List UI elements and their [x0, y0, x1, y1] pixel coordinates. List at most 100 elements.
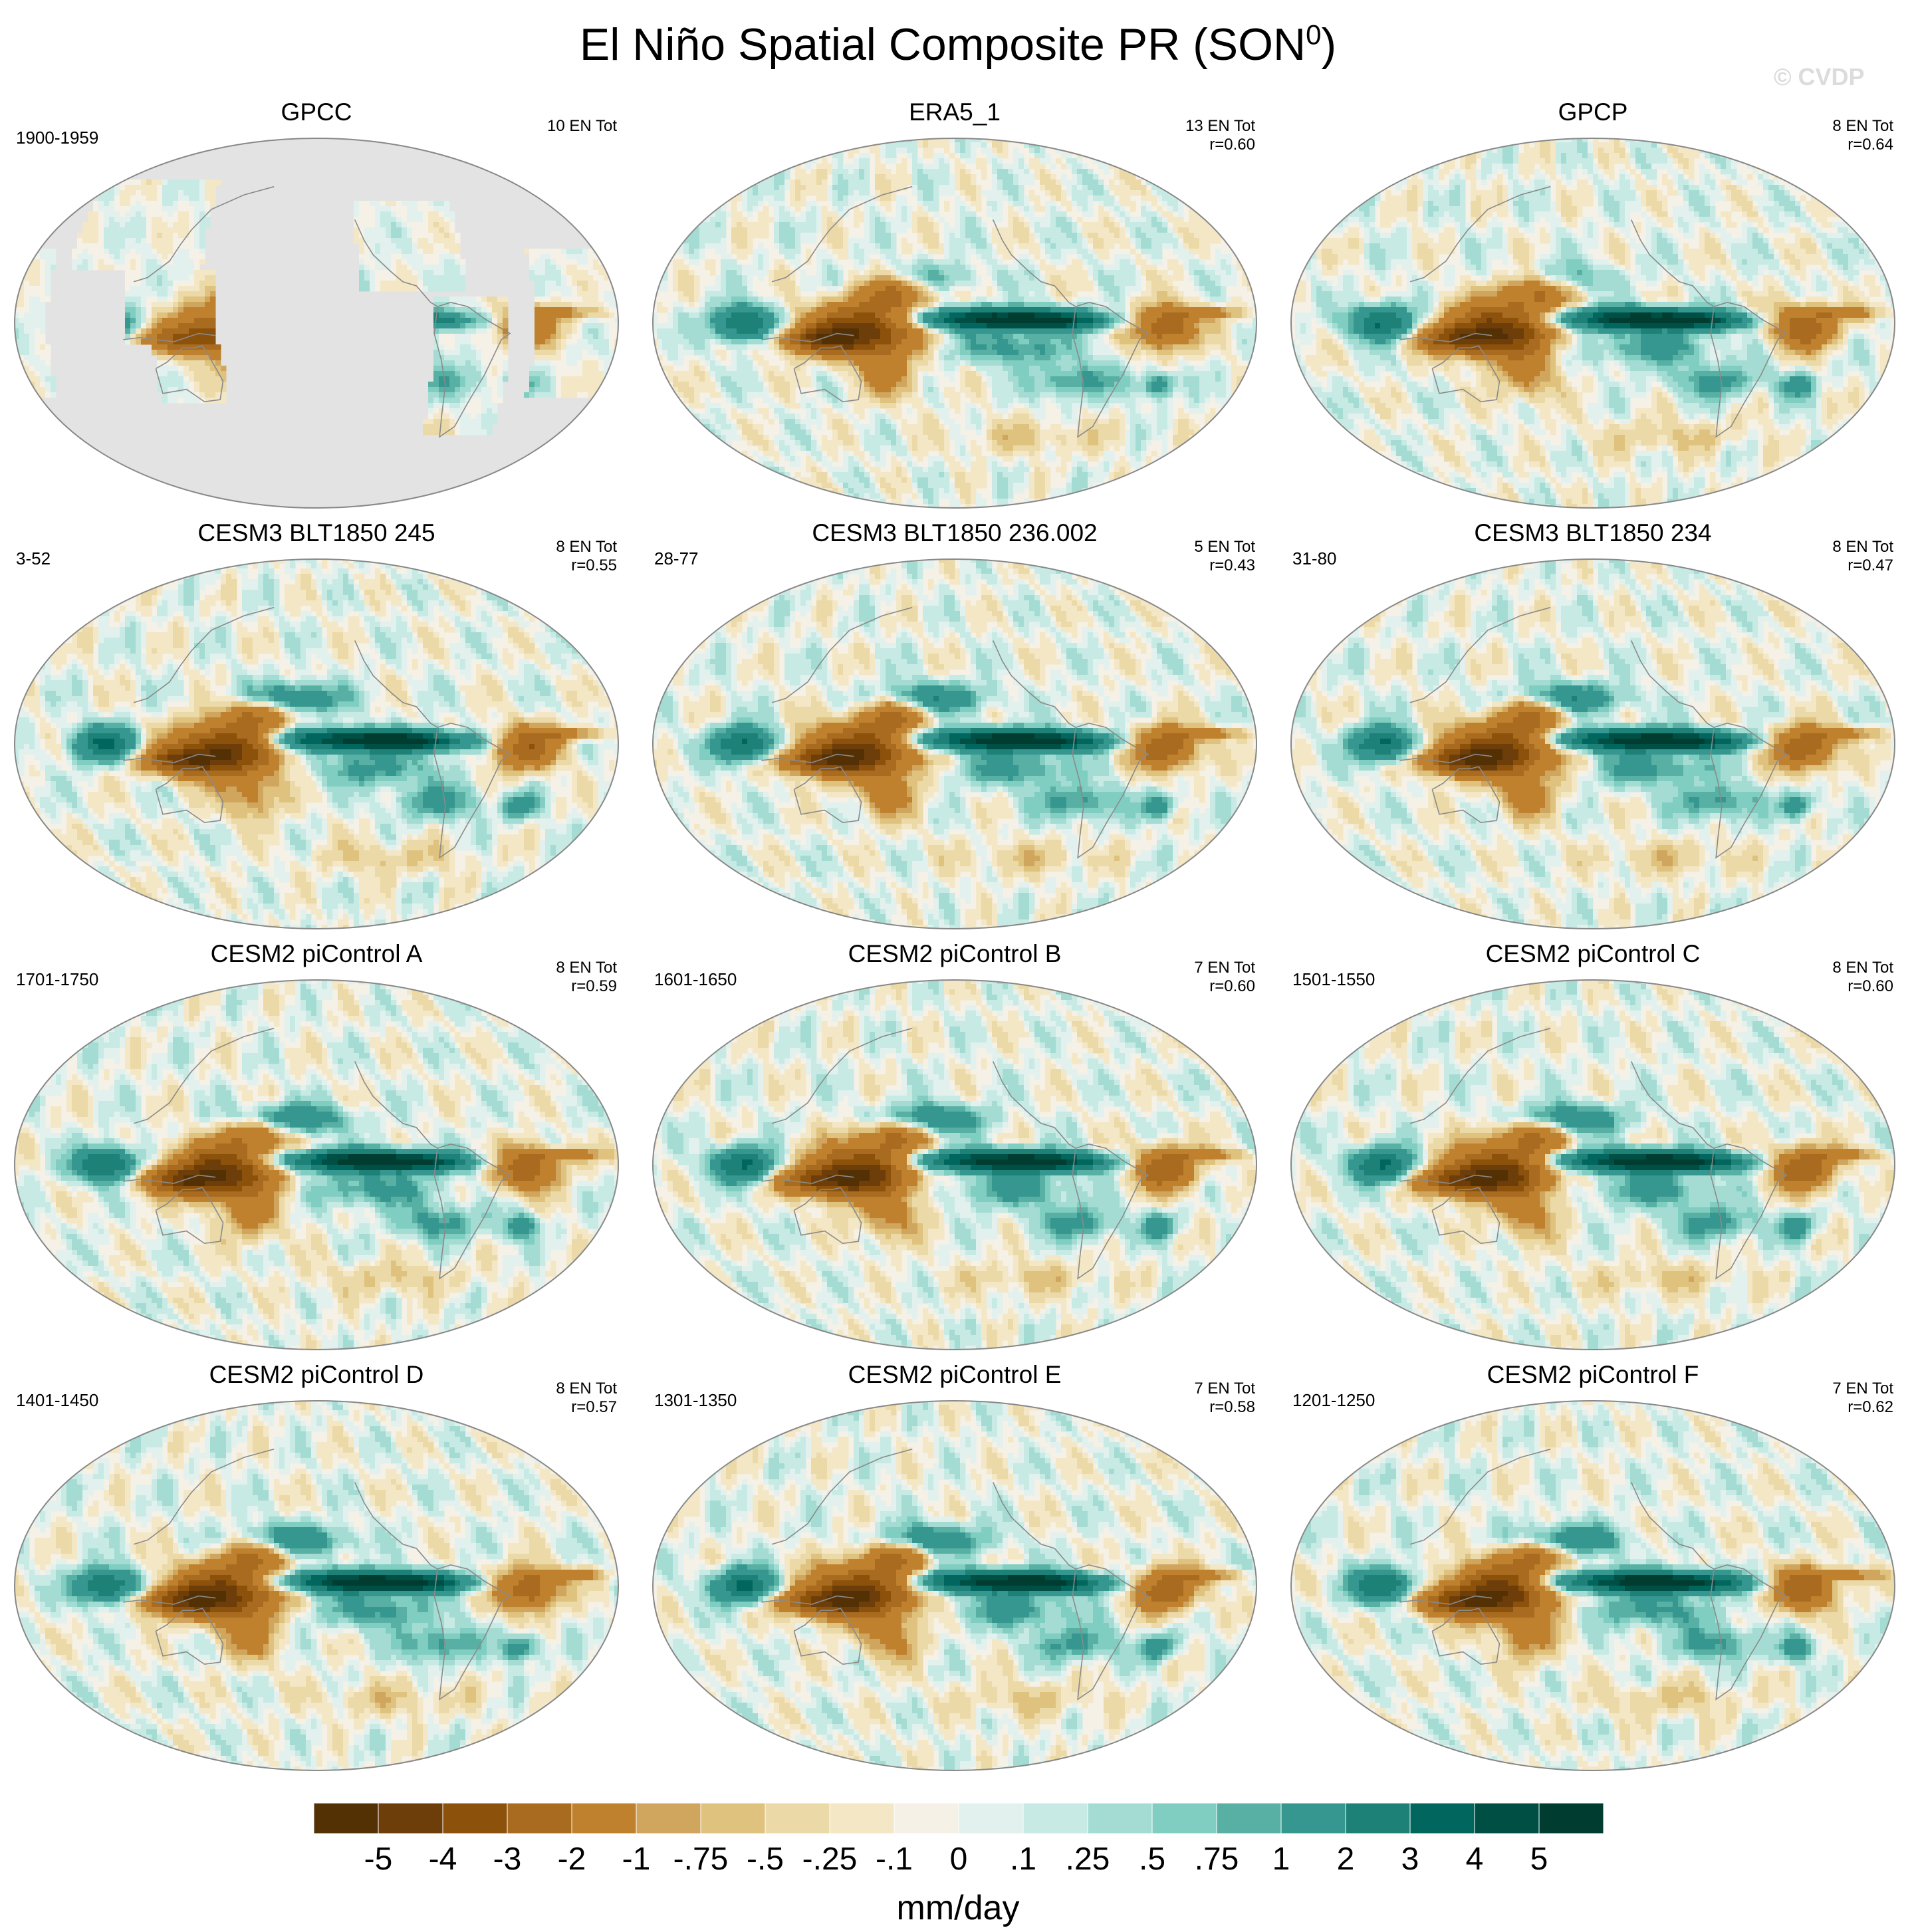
data-cell [864, 164, 870, 170]
data-cell [1034, 153, 1040, 159]
data-cell [173, 371, 179, 377]
data-cell [1024, 312, 1030, 318]
data-cell [790, 222, 796, 228]
data-cell [1141, 302, 1147, 308]
data-cell [848, 180, 854, 185]
data-cell [1013, 190, 1019, 196]
data-cell [598, 371, 604, 377]
data-cell [875, 158, 881, 164]
data-cell [843, 227, 849, 233]
data-cell [178, 286, 184, 292]
data-cell [423, 429, 429, 435]
data-cell [1003, 142, 1009, 148]
data-cell [971, 222, 977, 228]
data-cell [444, 355, 450, 361]
data-cell [210, 350, 216, 356]
data-cell [380, 201, 386, 207]
data-cell [1215, 238, 1221, 244]
data-cell [933, 281, 939, 287]
data-cell [556, 275, 562, 281]
data-cell [471, 355, 477, 361]
data-cell [1141, 291, 1147, 297]
data-cell [689, 217, 695, 223]
data-cell [407, 211, 413, 217]
data-cell [492, 419, 498, 425]
data-cell [19, 307, 25, 313]
data-cell [896, 164, 902, 170]
data-cell [822, 190, 828, 196]
data-cell [114, 201, 120, 207]
data-cell [822, 211, 828, 217]
data-cell [370, 243, 376, 249]
data-cell [29, 366, 35, 372]
data-cell [960, 169, 966, 175]
data-cell [497, 371, 503, 377]
data-cell [1136, 180, 1141, 185]
data-cell [933, 227, 939, 233]
data-cell [1093, 227, 1099, 233]
data-cell [556, 334, 562, 340]
data-cell [529, 376, 535, 382]
data-cell [598, 323, 604, 329]
data-cell [545, 366, 551, 372]
data-cell [45, 275, 51, 281]
data-cell [1210, 265, 1216, 271]
data-cell [35, 360, 41, 366]
data-cell [503, 312, 509, 318]
data-cell [1008, 211, 1014, 217]
data-cell [40, 328, 46, 334]
data-cell [1210, 312, 1216, 318]
data-cell [880, 265, 886, 271]
data-cell [939, 243, 945, 249]
data-cell [683, 318, 689, 324]
data-cell [843, 164, 849, 170]
data-cell [1093, 195, 1099, 201]
data-cell [753, 233, 759, 239]
data-cell [838, 137, 844, 143]
data-cell [173, 206, 179, 212]
data-cell [859, 275, 865, 281]
data-cell [673, 227, 679, 233]
data-cell [412, 270, 418, 276]
data-cell [992, 233, 998, 239]
data-cell [449, 243, 455, 249]
data-cell [109, 243, 115, 249]
data-cell [1077, 275, 1083, 281]
data-cell [1242, 254, 1248, 260]
data-cell [593, 275, 599, 281]
data-cell [572, 297, 578, 302]
data-cell [476, 328, 482, 334]
data-cell [1162, 211, 1168, 217]
data-cell [120, 222, 126, 228]
data-cell [199, 201, 205, 207]
data-cell [769, 190, 775, 196]
data-cell [960, 238, 966, 244]
data-cell [912, 281, 918, 287]
data-cell [747, 142, 753, 148]
data-cell [1141, 243, 1147, 249]
data-cell [955, 164, 961, 170]
data-cell [561, 344, 567, 350]
data-cell [1215, 222, 1221, 228]
data-cell [790, 185, 796, 191]
data-cell [907, 211, 913, 217]
data-cell [774, 185, 780, 191]
data-cell [556, 249, 562, 255]
data-cell [1178, 302, 1184, 308]
data-cell [455, 259, 461, 265]
data-cell [550, 339, 556, 345]
data-cell [1136, 142, 1141, 148]
data-cell [173, 334, 179, 340]
data-cell [816, 222, 822, 228]
data-cell [199, 366, 205, 372]
data-cell [689, 238, 695, 244]
data-cell [40, 323, 46, 329]
data-cell [997, 158, 1003, 164]
data-cell [779, 318, 785, 324]
data-cell [418, 249, 423, 255]
data-cell [588, 355, 594, 361]
data-cell [1045, 243, 1051, 249]
data-cell [449, 334, 455, 340]
data-cell [598, 297, 604, 302]
data-cell [604, 307, 610, 313]
